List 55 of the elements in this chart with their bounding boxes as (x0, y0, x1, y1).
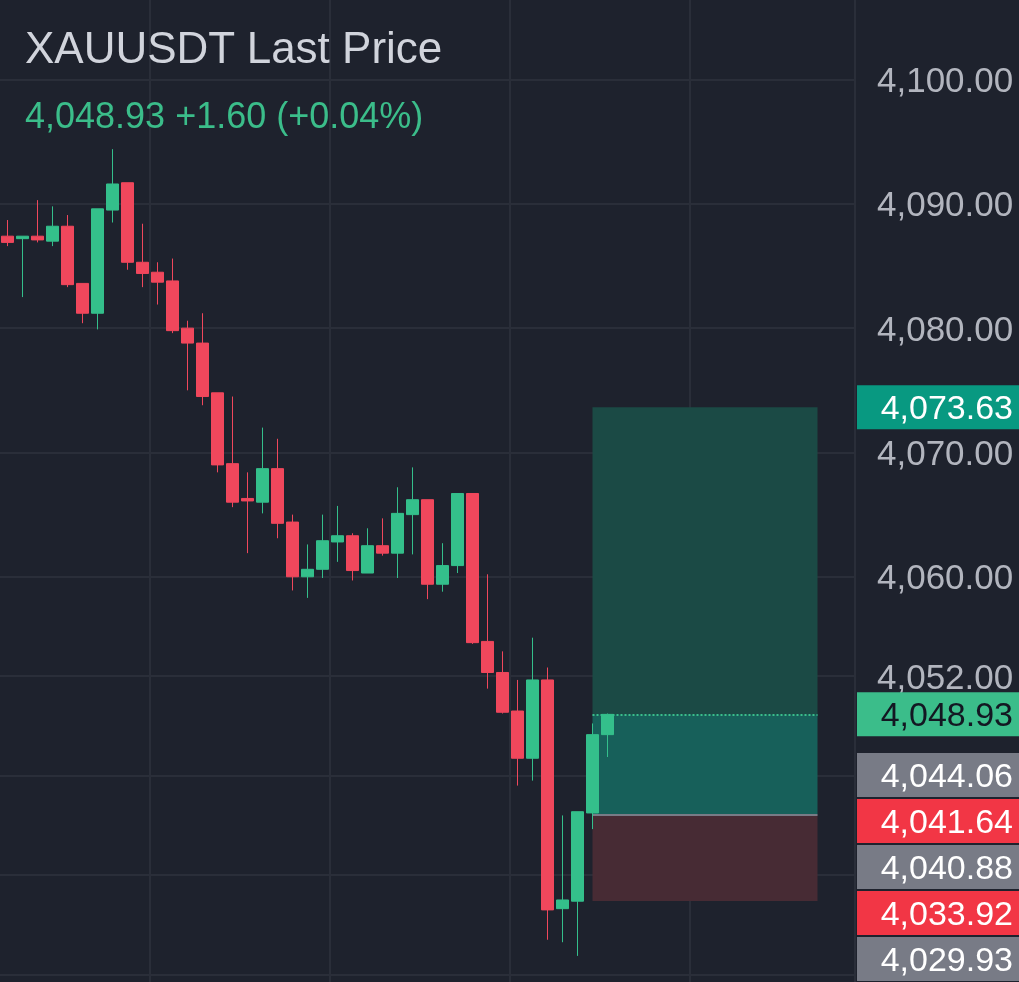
candlestick (121, 182, 134, 271)
candlestick (421, 499, 434, 600)
y-tick-label: 4,090.00 (877, 184, 1014, 224)
candlestick (361, 527, 374, 574)
candlestick (106, 148, 119, 223)
candlestick (526, 637, 539, 782)
candlestick (466, 492, 479, 645)
text: 4,029.93 (880, 939, 1013, 978)
candlestick (271, 438, 284, 539)
candlestick (1, 219, 14, 247)
text: 4,033.92 (880, 893, 1013, 932)
ref-line-label: 4,048.93 (880, 695, 1013, 734)
candlestick (166, 258, 179, 334)
candlestick (46, 205, 59, 247)
candlestick (181, 320, 194, 391)
candlestick (151, 261, 164, 306)
text: 4,048.93 +1.60 (+0.04%) (25, 94, 424, 136)
candlestick (61, 214, 74, 288)
candlestick (556, 814, 569, 943)
candlestick (241, 471, 254, 554)
candlestick (436, 542, 449, 593)
y-tick-label: 4,100.00 (877, 60, 1014, 100)
candlestick (511, 679, 524, 787)
ref-line-label: 4,040.88 (880, 847, 1013, 886)
text: 4,073.63 (880, 388, 1013, 427)
y-tick-label: 4,080.00 (877, 308, 1014, 348)
candlestick (76, 282, 89, 324)
candlestick (541, 667, 554, 941)
candlestick (481, 573, 494, 690)
candlestick (316, 514, 329, 579)
candlestick (16, 235, 29, 298)
y-tick-label: 4,070.00 (877, 432, 1014, 472)
candlestick (196, 312, 209, 406)
candlestick (586, 722, 599, 830)
y-tick-label: 4,060.00 (877, 557, 1014, 597)
candlestick (286, 514, 299, 591)
candlestick (376, 517, 389, 557)
candlestick (406, 466, 419, 555)
text: XAUUSDT Last Price (25, 22, 443, 72)
candlestick (451, 492, 464, 574)
candlestick (496, 650, 509, 714)
candlestick (136, 223, 149, 288)
candlestick (391, 486, 404, 579)
candlestick (31, 199, 44, 243)
candlestick (211, 392, 224, 473)
candlestick (301, 543, 314, 599)
candlestick (226, 396, 239, 508)
candlestick (91, 208, 104, 330)
y-tick-label: 4,052.00 (877, 656, 1014, 696)
candlestick (331, 505, 344, 563)
candlestick (256, 427, 269, 514)
text: 4,041.64 (880, 801, 1013, 840)
candlestick (346, 532, 359, 581)
candlestick (571, 811, 584, 957)
text: 4,044.06 (880, 755, 1013, 794)
